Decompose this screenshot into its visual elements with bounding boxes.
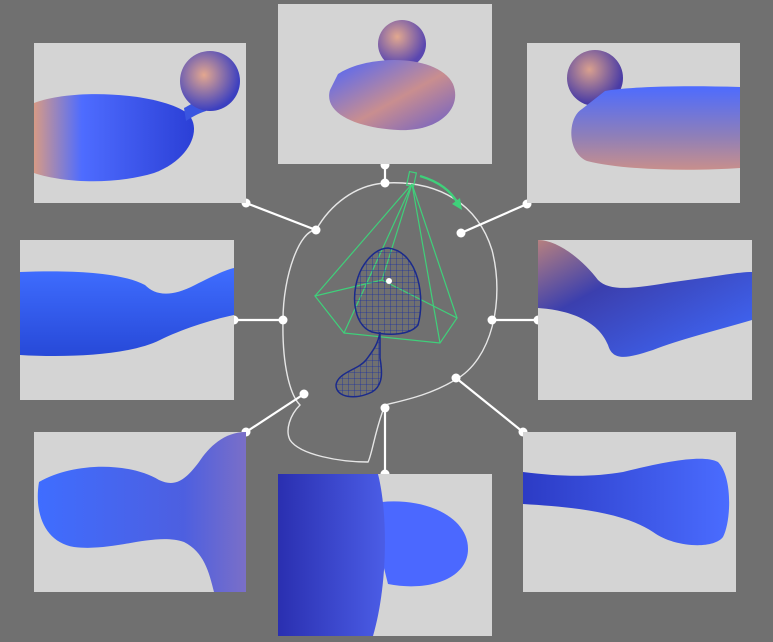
view-panel-middle-left — [20, 240, 234, 400]
node-bottom-center-inner — [380, 403, 390, 413]
view-panel-bottom-left — [34, 432, 246, 592]
node-bottom-right-inner — [451, 373, 461, 383]
node-middle-left-inner — [278, 315, 288, 325]
blob-view-icon — [538, 240, 752, 357]
blob-view-icon — [567, 50, 740, 170]
connector-top-left — [245, 201, 317, 232]
blob-view-icon — [34, 51, 240, 182]
blob-view-icon — [329, 20, 456, 131]
view-panel-bottom-right — [523, 432, 736, 592]
node-top-center-inner — [380, 178, 390, 188]
camera-path — [282, 182, 498, 463]
connector-bottom-left — [245, 393, 305, 433]
blob-view-icon — [523, 458, 730, 546]
node-middle-right-inner — [487, 315, 497, 325]
blob-view-icon — [37, 432, 246, 592]
view-panel-top-right — [527, 43, 740, 203]
view-panel-bottom-center — [278, 474, 492, 636]
wireframe-mesh — [335, 247, 422, 398]
node-top-left-inner — [311, 225, 321, 235]
view-panel-middle-right — [538, 240, 752, 400]
connector-top-right — [460, 202, 528, 235]
view-panel-top-center — [278, 4, 492, 164]
blob-view-icon — [278, 474, 468, 636]
connector-bottom-right — [455, 377, 524, 433]
node-top-right-inner — [456, 228, 466, 238]
rotation-arrow-icon — [419, 174, 460, 205]
node-bottom-left-inner — [299, 389, 309, 399]
arrowhead-icon — [452, 198, 462, 210]
blob-view-icon — [20, 268, 234, 357]
view-panel-top-left — [34, 43, 246, 203]
